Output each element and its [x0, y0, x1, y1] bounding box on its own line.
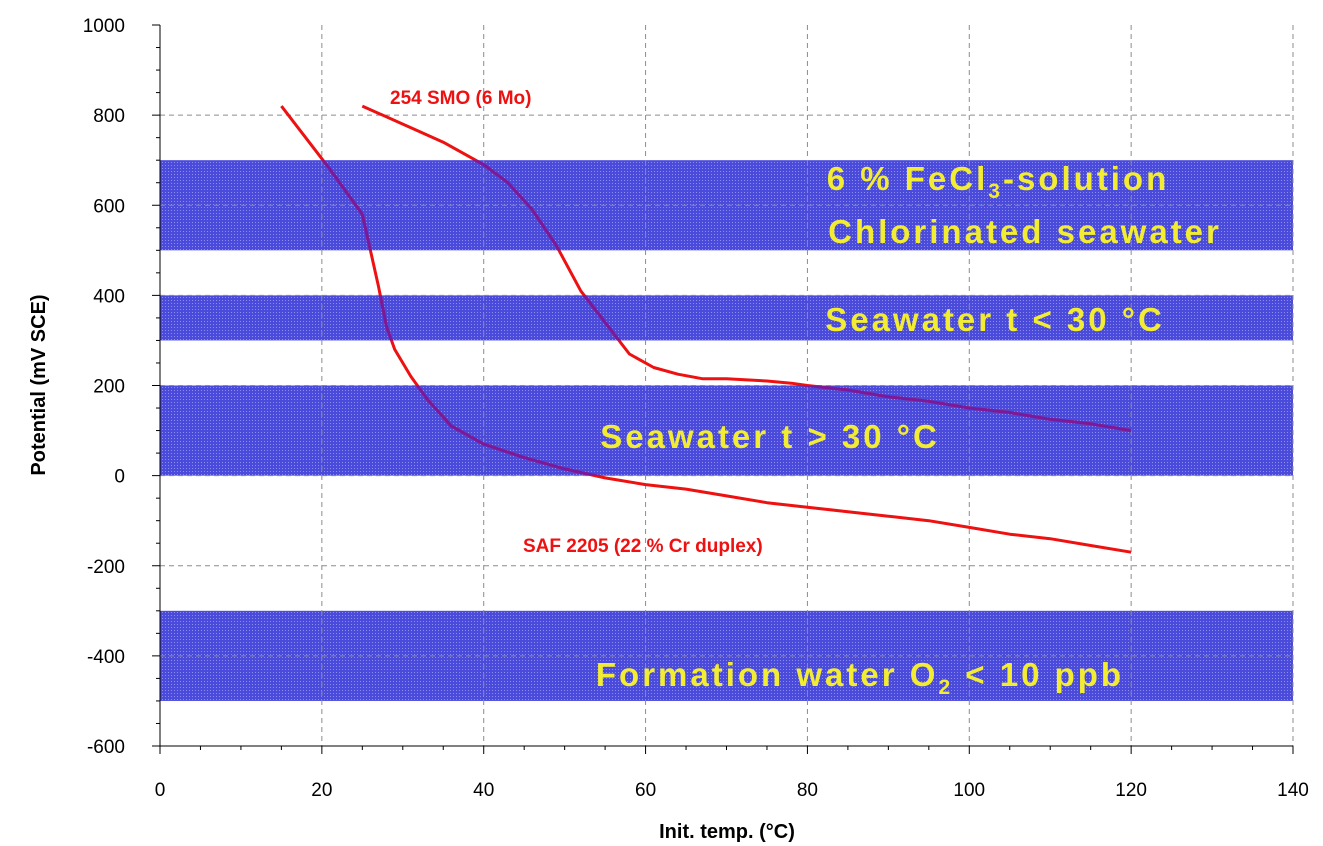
grid: [160, 25, 1294, 746]
band-label-3-0: Formation water O2 < 10 ppb: [596, 656, 1124, 699]
bands: [160, 160, 1293, 701]
band-0: [160, 160, 1293, 251]
band-1: [160, 295, 1293, 341]
ticks: -600 -400 -200 0 200 400 600 800 1000 0 20 40 60 80 10…: [83, 16, 1309, 801]
x-tick-label: 140: [1277, 780, 1309, 801]
y-tick-label: -400: [87, 647, 125, 668]
band-2: [160, 385, 1293, 476]
y-tick-label: -600: [87, 737, 125, 758]
x-tick-label: 80: [797, 780, 818, 801]
x-tick-label: 20: [311, 780, 332, 801]
x-axis-title: Init. temp. (°C): [659, 821, 795, 843]
x-tick-label: 0: [155, 780, 166, 801]
series-line-in-band-0: [361, 160, 1132, 433]
x-tick-label: 100: [953, 780, 985, 801]
series-label-254-smo: 254 SMO (6 Mo): [390, 88, 531, 109]
band-3: [160, 610, 1293, 701]
x-tick-label: 120: [1115, 780, 1147, 801]
series-line-0: [361, 104, 1132, 433]
y-tick-label: 800: [93, 106, 125, 127]
y-tick-label: 400: [93, 286, 125, 307]
band-labels: 6 % FeCl3-solution Chlorinated seawater Se…: [596, 160, 1222, 699]
y-tick-label: 600: [93, 196, 125, 217]
band-label-0-1: Chlorinated seawater: [828, 213, 1222, 250]
series-label-saf-2205: SAF 2205 (22 % Cr duplex): [523, 536, 763, 557]
y-tick-label: -200: [87, 557, 125, 578]
x-tick-label: 60: [635, 780, 656, 801]
y-axis-title: Potential (mV SCE): [28, 294, 50, 475]
y-tick-label: 1000: [83, 16, 125, 37]
y-tick-label: 200: [93, 377, 125, 398]
x-tick-label: 40: [473, 780, 494, 801]
band-label-1-0: Seawater t < 30 °C: [825, 301, 1165, 338]
series-group: [280, 104, 1132, 554]
band-label-0-0: 6 % FeCl3-solution: [827, 160, 1170, 203]
band-label-2-0: Seawater t > 30 °C: [600, 418, 940, 455]
y-tick-label: 0: [114, 467, 125, 488]
